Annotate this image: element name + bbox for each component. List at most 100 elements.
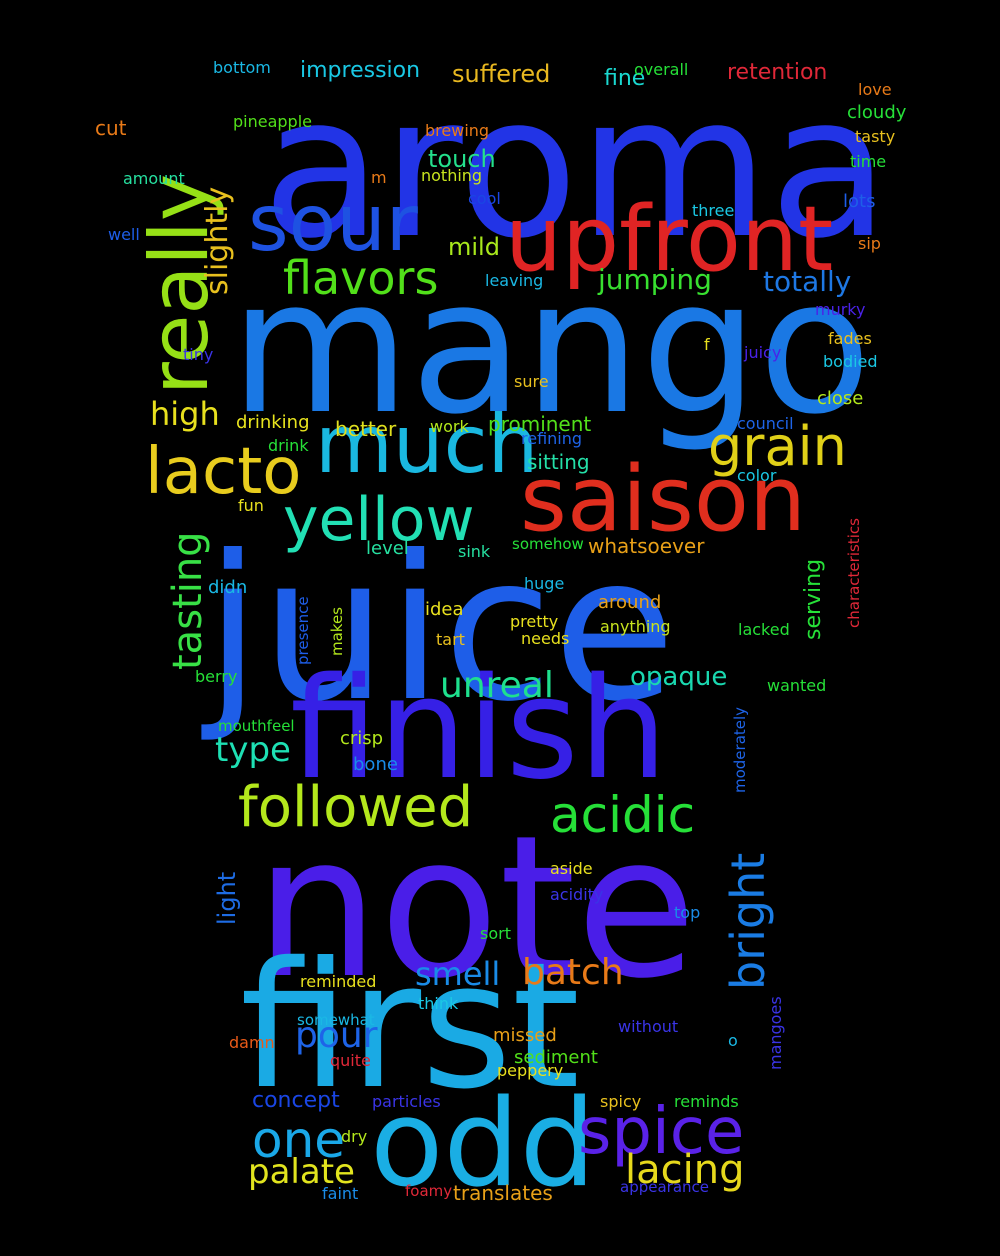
word-first: first — [240, 925, 581, 1128]
word-batch: batch — [522, 952, 624, 993]
word-makes: makes — [328, 607, 346, 656]
word-finish: finish — [290, 648, 668, 811]
word-close: close — [817, 388, 864, 409]
word-lacto: lacto — [145, 435, 302, 509]
word-saison: saison — [520, 447, 807, 552]
word-without: without — [618, 1017, 679, 1036]
word-acidity: acidity — [550, 885, 604, 904]
word-serving: serving — [801, 558, 826, 640]
word-concept: concept — [252, 1088, 340, 1113]
word-whatsoever: whatsoever — [588, 534, 705, 558]
word-lots: lots — [843, 191, 876, 212]
word-followed: followed — [238, 775, 474, 840]
word-jumping: jumping — [598, 263, 712, 296]
word-f: f — [704, 335, 710, 354]
word-anything: anything — [600, 617, 671, 636]
word-yellow: yellow — [283, 485, 475, 555]
word-retention: retention — [727, 60, 828, 85]
word-didn: didn — [208, 577, 248, 598]
word-aside: aside — [550, 859, 593, 878]
word-bright: bright — [721, 852, 775, 990]
word-mangoes: mangoes — [766, 996, 785, 1070]
word-leaving: leaving — [485, 271, 544, 290]
word-moderately: moderately — [731, 706, 749, 793]
word-flavors: flavors — [283, 251, 439, 305]
word-better: better — [335, 417, 397, 441]
word-amount: amount — [123, 169, 185, 188]
word-reminded: reminded — [300, 972, 377, 991]
word-m: m — [371, 168, 387, 187]
word-odd: odd — [370, 1075, 596, 1214]
word-presence: presence — [294, 596, 312, 665]
word-totally: totally — [763, 265, 852, 298]
word-level: level — [366, 538, 409, 559]
word-color: color — [737, 466, 777, 485]
word-lacing: lacing — [625, 1147, 745, 1193]
word-fine: fine — [604, 66, 646, 91]
word-upfront: upfront — [505, 187, 834, 292]
word-grain: grain — [708, 415, 847, 478]
word-sitting: sitting — [527, 450, 590, 474]
word-lacked: lacked — [738, 620, 790, 639]
word-appearance: appearance — [620, 1178, 709, 1196]
word-bodied: bodied — [823, 352, 878, 371]
word-spice: spice — [578, 1095, 745, 1169]
word-high: high — [150, 395, 220, 433]
word-mango: mango — [230, 239, 872, 455]
word-crisp: crisp — [340, 728, 384, 749]
word-bone: bone — [353, 754, 398, 775]
word-sediment: sediment — [514, 1047, 598, 1068]
word-cloudy: cloudy — [847, 102, 907, 123]
word-missed: missed — [493, 1025, 557, 1046]
word-cool: cool — [468, 189, 501, 208]
word-translates: translates — [453, 1181, 553, 1205]
word-light: light — [213, 871, 241, 925]
word-think: think — [418, 994, 459, 1013]
word-tasting: tasting — [165, 531, 211, 670]
word-murky: murky — [815, 300, 866, 319]
word-wanted: wanted — [767, 676, 827, 695]
word-refining: refining — [521, 429, 583, 448]
word-quite: quite — [330, 1051, 371, 1070]
word-bottom: bottom — [213, 58, 271, 77]
word-tasty: tasty — [855, 127, 896, 146]
word-somewhat: somewhat — [297, 1011, 375, 1029]
word-berry: berry — [195, 667, 238, 686]
word-juicy: juicy — [744, 343, 782, 362]
word-fades: fades — [828, 329, 872, 348]
word-pineapple: pineapple — [233, 112, 312, 131]
word-idea: idea — [425, 599, 464, 620]
word-acidic: acidic — [550, 786, 696, 844]
word-prominent: prominent — [488, 412, 592, 436]
word-sour: sour — [248, 179, 418, 269]
word-mouthfeel: mouthfeel — [218, 717, 295, 735]
word-damn: damn — [229, 1033, 275, 1052]
word-palate: palate — [248, 1152, 355, 1192]
word-huge: huge — [524, 574, 565, 593]
word-council: council — [737, 414, 794, 433]
word-three: three — [692, 201, 735, 220]
word-foamy: foamy — [405, 1182, 453, 1200]
word-dry: dry — [341, 1127, 368, 1146]
word-tiny: tiny — [183, 345, 214, 364]
word-impression: impression — [300, 58, 421, 83]
word-fun: fun — [238, 496, 264, 515]
word-top: top — [674, 903, 701, 922]
word-around: around — [598, 592, 662, 613]
word-nothing: nothing — [421, 166, 483, 185]
word-reminds: reminds — [674, 1092, 739, 1111]
word-slightly: slightly — [200, 186, 235, 295]
word-faint: faint — [322, 1184, 359, 1203]
word-well: well — [108, 225, 140, 244]
word-one: one — [252, 1111, 346, 1169]
word-pretty: pretty — [510, 612, 559, 631]
word-suffered: suffered — [452, 60, 551, 88]
word-characteristics: characteristics — [845, 518, 863, 628]
word-cut: cut — [95, 116, 127, 140]
word-drinking: drinking — [236, 412, 310, 433]
word-love: love — [858, 80, 892, 99]
word-sure: sure — [514, 372, 549, 391]
word-peppery: peppery — [497, 1061, 564, 1080]
word-mild: mild — [448, 233, 500, 261]
word-touch: touch — [428, 145, 496, 173]
